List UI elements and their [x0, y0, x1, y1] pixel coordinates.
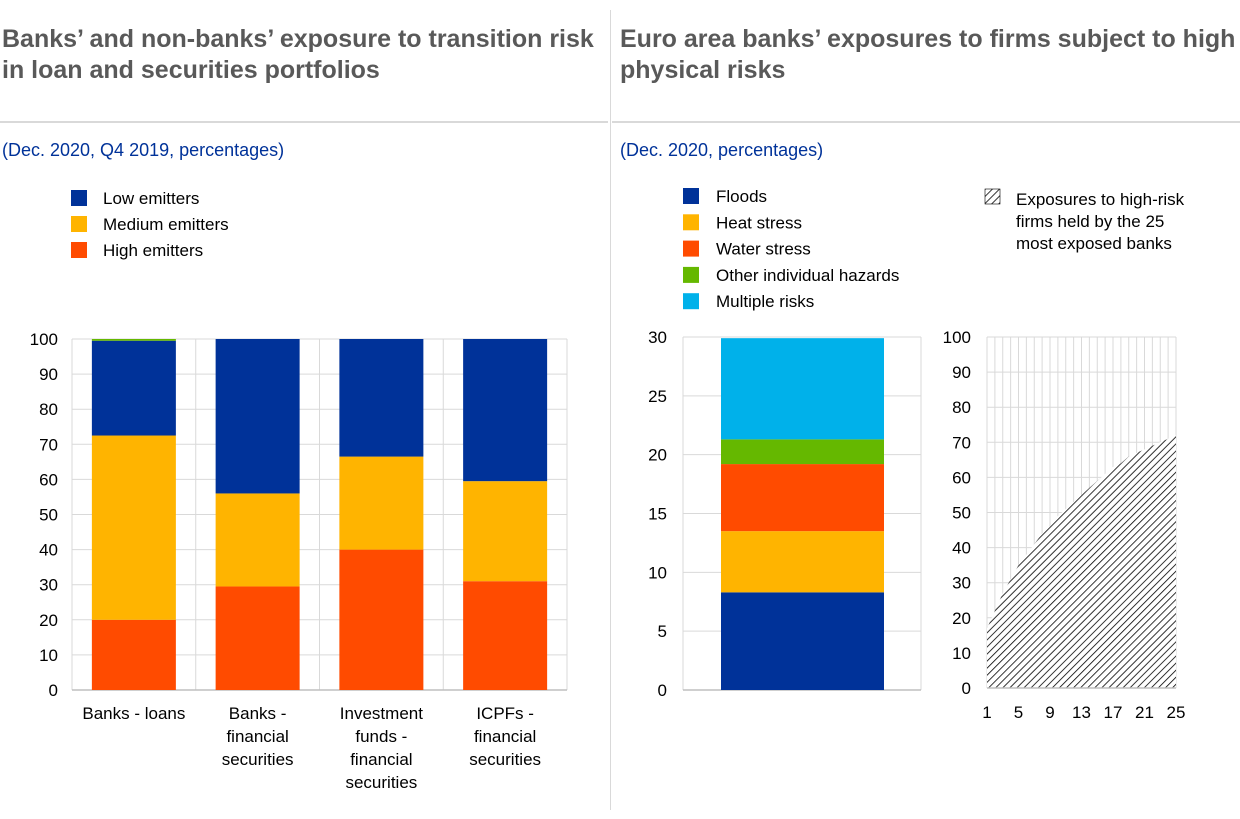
chart1-x-tick-label: ICPFs - — [476, 704, 534, 723]
chart3-y-tick-label: 0 — [962, 679, 971, 698]
chart1-x-tick-label: Investment — [340, 704, 423, 723]
chart1-x-tick-label: securities — [345, 773, 417, 792]
chart3-y-tick-label: 60 — [952, 468, 971, 487]
chart3-y-tick-label: 80 — [952, 398, 971, 417]
chart1-bar-low-emitters — [339, 339, 424, 457]
chart1-x-tick-label: Banks - — [229, 704, 287, 723]
chart1-y-tick-label: 60 — [39, 470, 58, 489]
chart2-legend-swatch-floods — [683, 188, 699, 204]
chart1-bar-high-emitters — [463, 581, 548, 690]
chart2-y-tick-label: 5 — [658, 622, 667, 641]
chart1-bar-high-emitters — [215, 586, 300, 690]
chart2-legend-label: Water stress — [716, 240, 811, 259]
chart1-bar-residual — [91, 339, 176, 341]
chart3-x-tick-label: 17 — [1104, 703, 1123, 722]
chart3-y-tick-label: 10 — [952, 644, 971, 663]
chart3-x-tick-label: 13 — [1072, 703, 1091, 722]
chart1-bar-low-emitters — [215, 339, 300, 494]
chart1-bar-high-emitters — [339, 549, 424, 690]
chart3-y-tick-label: 90 — [952, 363, 971, 382]
chart3-x-tick-label: 21 — [1135, 703, 1154, 722]
chart1-legend-label: Low emitters — [103, 189, 199, 208]
chart3-legend-label: firms held by the 25 — [1016, 212, 1164, 231]
chart3-y-tick-label: 50 — [952, 504, 971, 523]
chart2-bar-multiple-risks — [721, 338, 884, 440]
chart2-y-tick-label: 25 — [648, 387, 667, 406]
chart1-y-tick-label: 100 — [30, 330, 58, 349]
chart1-y-tick-label: 20 — [39, 611, 58, 630]
chart1-y-tick-label: 90 — [39, 365, 58, 384]
chart3-y-tick-label: 70 — [952, 433, 971, 452]
chart3-area-series — [987, 435, 1176, 688]
chart3-x-tick-label: 1 — [982, 703, 991, 722]
chart3-y-tick-label: 100 — [943, 328, 971, 347]
chart1-y-tick-label: 80 — [39, 400, 58, 419]
chart1-x-tick-label: securities — [222, 750, 294, 769]
left-title-rule — [0, 121, 608, 123]
chart2-y-tick-label: 0 — [658, 681, 667, 700]
chart1-bar-medium-emitters — [463, 481, 548, 582]
left-panel-subtitle: (Dec. 2020, Q4 2019, percentages) — [2, 140, 285, 160]
chart1-y-tick-label: 30 — [39, 576, 58, 595]
chart2-legend-swatch-multiple-risks — [683, 293, 699, 310]
chart1-legend-swatch-medium-emitters — [71, 216, 87, 232]
chart2-legend-label: Multiple risks — [716, 292, 814, 311]
chart2-legend-label: Other individual hazards — [716, 266, 899, 285]
chart1-y-tick-label: 10 — [39, 646, 58, 665]
chart1-bar-low-emitters — [463, 339, 548, 482]
chart3-x-tick-label: 25 — [1167, 703, 1186, 722]
chart2-y-tick-label: 10 — [648, 563, 667, 582]
chart2-bar-water-stress — [721, 464, 884, 532]
chart1-x-tick-label: financial — [474, 727, 536, 746]
chart2-bar-other-individual-hazards — [721, 439, 884, 465]
chart1-x-tick-label: Banks - loans — [82, 704, 185, 723]
right-panel-title: Euro area banks’ exposures to firms subj… — [620, 25, 1236, 84]
panel-divider — [610, 10, 611, 810]
chart3-y-tick-label: 40 — [952, 539, 971, 558]
chart2-bar-floods — [721, 592, 884, 690]
chart2-legend-label: Floods — [716, 187, 767, 206]
chart3-legend-label: Exposures to high-risk — [1016, 190, 1185, 209]
chart1-x-tick-label: financial — [350, 750, 412, 769]
right-panel-subtitle: (Dec. 2020, percentages) — [620, 140, 824, 160]
chart3-legend-label: most exposed banks — [1016, 234, 1172, 253]
chart1-bar-medium-emitters — [91, 435, 176, 620]
chart2-legend-swatch-water-stress — [683, 240, 699, 257]
chart1-bar-medium-emitters — [339, 456, 424, 550]
chart1-bar-low-emitters — [91, 340, 176, 436]
chart3-y-tick-label: 20 — [952, 609, 971, 628]
chart2-y-tick-label: 15 — [648, 505, 667, 524]
chart1-x-tick-label: financial — [226, 727, 288, 746]
chart1-y-tick-label: 50 — [39, 506, 58, 525]
chart2-legend-swatch-heat-stress — [683, 214, 699, 231]
chart3-y-tick-label: 30 — [952, 574, 971, 593]
chart1-legend-swatch-high-emitters — [71, 242, 87, 258]
chart3-legend-swatch — [984, 188, 1001, 205]
chart1-bar-high-emitters — [91, 619, 176, 690]
chart2-legend-label: Heat stress — [716, 213, 802, 232]
chart1-y-tick-label: 70 — [39, 435, 58, 454]
chart3-x-tick-label: 9 — [1045, 703, 1054, 722]
chart2-legend-swatch-other-individual-hazards — [683, 266, 699, 283]
right-title-rule — [612, 121, 1240, 123]
chart1-y-tick-label: 0 — [49, 681, 58, 700]
left-panel-title: Banks’ and non-banks’ exposure to transi… — [2, 25, 594, 84]
chart1-y-tick-label: 40 — [39, 541, 58, 560]
chart1-legend-label: Medium emitters — [103, 215, 229, 234]
chart3-x-tick-label: 5 — [1014, 703, 1023, 722]
chart1-legend-swatch-low-emitters — [71, 190, 87, 206]
chart2-y-tick-label: 30 — [648, 328, 667, 347]
chart1-x-tick-label: funds - — [355, 727, 407, 746]
chart1-bar-medium-emitters — [215, 493, 300, 587]
chart1-legend-label: High emitters — [103, 241, 203, 260]
chart1-x-tick-label: securities — [469, 750, 541, 769]
chart2-y-tick-label: 20 — [648, 446, 667, 465]
chart2-bar-heat-stress — [721, 531, 884, 593]
